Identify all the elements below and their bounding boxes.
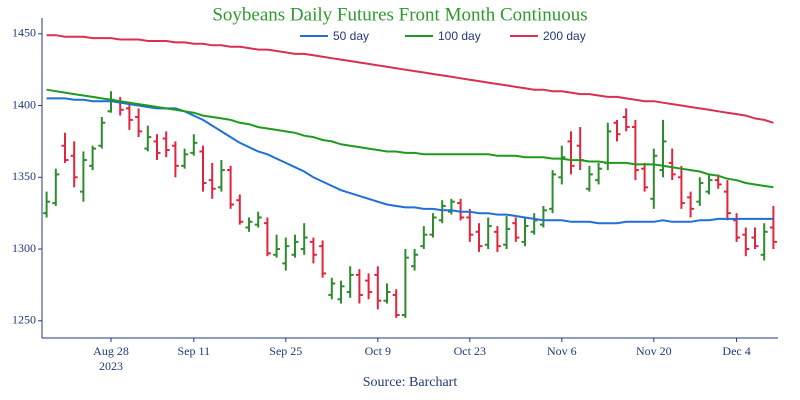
x-tick-label: Sep 11 (178, 344, 211, 358)
legend-label: 50 day (333, 29, 369, 43)
x-tick-label: Nov 6 (547, 344, 577, 358)
chart-title: Soybeans Daily Futures Front Month Conti… (212, 4, 587, 25)
x-tick-label: Oct 23 (454, 344, 486, 358)
y-tick-label: 1350 (12, 169, 36, 183)
x-tick-sublabel: 2023 (99, 359, 123, 373)
x-tick-label: Aug 28 (93, 344, 129, 358)
moving-average-line (46, 34, 774, 124)
source-note: Source: Barchart (363, 375, 458, 390)
moving-average-line (46, 97, 774, 225)
y-tick-label: 1450 (12, 26, 36, 40)
moving-average-line (46, 88, 774, 189)
x-tick-label: Dec 4 (722, 344, 750, 358)
y-tick-label: 1300 (12, 241, 36, 255)
y-tick-label: 1400 (12, 97, 36, 111)
y-tick-label: 1250 (12, 313, 36, 327)
legend-label: 200 day (543, 29, 586, 43)
x-tick-label: Oct 9 (365, 344, 391, 358)
x-tick-label: Nov 20 (636, 344, 672, 358)
x-tick-label: Sep 25 (269, 344, 302, 358)
legend-label: 100 day (438, 29, 481, 43)
